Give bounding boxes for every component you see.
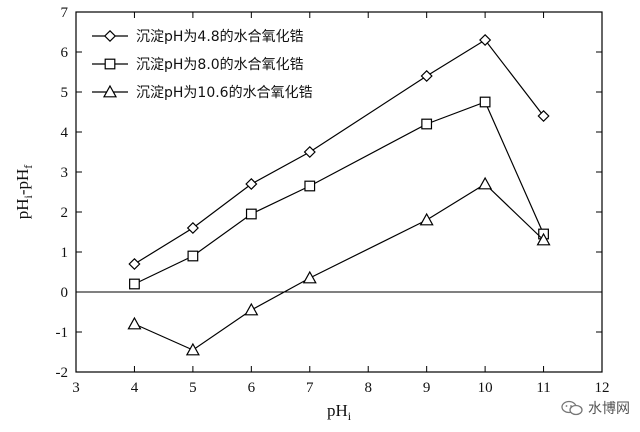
data-point — [419, 212, 434, 226]
x-tick-label: 4 — [131, 380, 139, 396]
legend-marker — [102, 84, 118, 98]
data-point — [479, 33, 492, 47]
data-point — [536, 232, 551, 246]
data-point — [185, 342, 200, 356]
y-tick-label: 7 — [61, 5, 69, 21]
legend-entry: 沉淀pH为8.0的水合氧化锆 — [92, 57, 304, 73]
y-axis-title-sub-1: i — [21, 195, 35, 199]
data-point — [127, 316, 142, 330]
legend-marker — [103, 29, 117, 43]
y-tick-label: 0 — [61, 285, 69, 301]
y-axis-title-part-2: -pH — [13, 169, 32, 195]
x-tick-label: 10 — [478, 380, 493, 396]
series-layer — [127, 33, 551, 356]
series-line — [134, 183, 544, 351]
data-point — [303, 145, 316, 159]
x-tick-label: 3 — [72, 380, 80, 396]
wechat-icon — [561, 400, 583, 416]
data-point — [128, 257, 141, 271]
x-tick-label: 7 — [306, 380, 314, 396]
axes — [75, 11, 603, 373]
y-tick-label: 3 — [61, 165, 69, 181]
data-point — [244, 302, 259, 316]
data-point — [129, 278, 140, 290]
series-diamond — [128, 33, 550, 271]
y-tick-label: 4 — [61, 125, 69, 141]
data-point — [304, 180, 316, 192]
data-point — [245, 177, 258, 191]
legend-marker — [104, 58, 116, 70]
series-square — [129, 96, 549, 290]
legend-label: 沉淀pH为10.6的水合氧化锆 — [136, 85, 313, 101]
legend: 沉淀pH为4.8的水合氧化锆沉淀pH为8.0的水合氧化锆沉淀pH为10.6的水合… — [92, 29, 313, 101]
y-tick-label: -2 — [56, 365, 69, 381]
x-tick-label: 12 — [595, 380, 610, 396]
x-axis-title-main: pH — [327, 401, 348, 420]
x-tick-label: 8 — [364, 380, 372, 396]
x-tick-label: 6 — [248, 380, 256, 396]
data-point — [302, 270, 317, 284]
plot-frame — [75, 11, 603, 373]
data-point — [186, 221, 199, 235]
x-axis-title-sub: i — [348, 409, 352, 423]
watermark-text: 水博网 — [588, 401, 630, 417]
y-tick-label: 2 — [61, 205, 69, 221]
data-point — [245, 208, 257, 220]
legend-label: 沉淀pH为4.8的水合氧化锆 — [136, 29, 304, 45]
data-point — [420, 69, 433, 83]
x-tick-label: 11 — [536, 380, 550, 396]
y-axis-title-part-1: pH — [13, 199, 32, 220]
x-axis-title: pHi — [327, 401, 352, 423]
data-point — [187, 250, 199, 262]
y-axis-title: pHi-pHf — [13, 165, 35, 220]
y-axis-title-sub-2: f — [21, 165, 35, 169]
y-tick-label: -1 — [56, 325, 69, 341]
legend-label: 沉淀pH为8.0的水合氧化锆 — [136, 57, 304, 73]
y-tick-label: 6 — [61, 45, 69, 61]
legend-entry: 沉淀pH为10.6的水合氧化锆 — [92, 84, 313, 101]
x-tick-label: 9 — [423, 380, 431, 396]
data-point — [479, 96, 491, 108]
legend-entry: 沉淀pH为4.8的水合氧化锆 — [92, 29, 304, 45]
x-tick-label: 5 — [189, 380, 197, 396]
y-tick-label: 1 — [61, 245, 69, 261]
y-tick-label: 5 — [61, 85, 69, 101]
watermark: 水博网 — [561, 398, 630, 418]
data-point — [421, 118, 433, 130]
data-point — [537, 109, 550, 123]
series-triangle — [127, 176, 551, 356]
data-point — [478, 176, 493, 190]
